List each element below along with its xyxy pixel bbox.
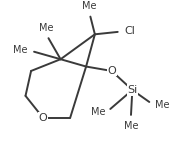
Text: Me: Me	[39, 23, 54, 33]
Text: Me: Me	[155, 100, 169, 110]
Text: Cl: Cl	[124, 26, 135, 36]
Text: Me: Me	[91, 107, 105, 117]
Text: Me: Me	[13, 45, 28, 55]
Text: Me: Me	[82, 1, 97, 11]
Text: Me: Me	[123, 121, 138, 131]
Text: Si: Si	[127, 85, 138, 95]
Text: O: O	[107, 66, 116, 76]
Text: O: O	[39, 113, 47, 123]
